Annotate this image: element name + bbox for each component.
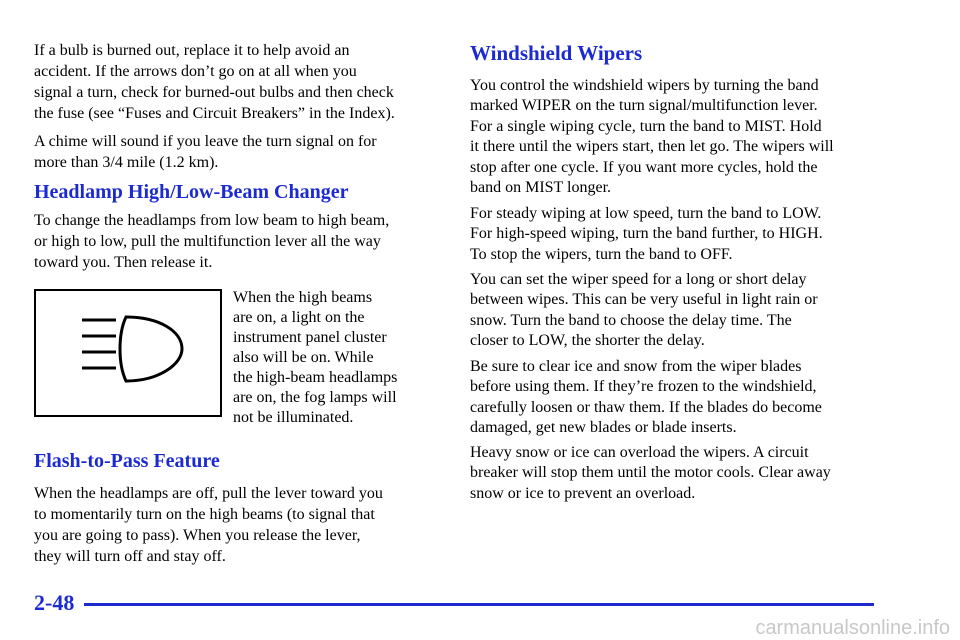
heading: Headlamp High/Low-Beam Changer xyxy=(34,181,349,203)
text-line: Be sure to clear ice and snow from the w… xyxy=(470,358,802,375)
paragraph: Heavy snow or ice can overload the wiper… xyxy=(470,443,831,504)
paragraph: If a bulb is burned out, replace it to h… xyxy=(34,40,395,124)
text-line: accident. If the arrows don’t go on at a… xyxy=(34,63,357,80)
text-line: instrument panel cluster xyxy=(233,329,387,346)
text-line: To stop the wipers, turn the band to OFF… xyxy=(470,245,733,263)
text-line: they will turn off and stay off. xyxy=(34,548,226,565)
text-line: carefully loosen or thaw them. If the bl… xyxy=(470,398,822,416)
text-line: toward you. Then release it. xyxy=(34,254,213,271)
text-line: snow. Turn the band to choose the delay … xyxy=(470,311,792,329)
paragraph: When the headlamps are off, pull the lev… xyxy=(34,483,383,567)
text-line: to momentarily turn on the high beams (t… xyxy=(34,506,375,523)
paragraph: Be sure to clear ice and snow from the w… xyxy=(470,357,822,439)
text-line: the fuse (see “Fuses and Circuit Breaker… xyxy=(34,105,395,122)
watermark: carmanualsonline.info xyxy=(755,617,950,639)
text-line: breaker will stop them until the motor c… xyxy=(470,464,831,482)
heading: Flash-to-Pass Feature xyxy=(34,450,220,472)
text-line: more than 3/4 mile (1.2 km). xyxy=(34,154,219,171)
paragraph: To change the headlamps from low beam to… xyxy=(34,210,389,273)
text-line: marked WIPER on the turn signal/multifun… xyxy=(470,97,818,115)
headlamp-icon xyxy=(34,289,222,417)
text-line: Heavy snow or ice can overload the wiper… xyxy=(470,444,809,461)
text-line: signal a turn, check for burned-out bulb… xyxy=(34,84,394,101)
text-line: you are going to pass). When you release… xyxy=(34,527,361,544)
text-line: are on, the fog lamps will xyxy=(233,389,397,406)
text-line: A chime will sound if you leave the turn… xyxy=(34,133,377,150)
text-line: When the high beams xyxy=(233,289,373,306)
text-line: If a bulb is burned out, replace it to h… xyxy=(34,42,350,59)
paragraph: A chime will sound if you leave the turn… xyxy=(34,131,377,173)
text-line: or high to low, pull the multifunction l… xyxy=(34,233,381,250)
text-line: before using them. If they’re frozen to … xyxy=(470,378,817,396)
text-line: damaged, get new blades or blade inserts… xyxy=(470,419,737,437)
text-line: For steady wiping at low speed, turn the… xyxy=(470,205,822,222)
text-line: To change the headlamps from low beam to… xyxy=(34,212,390,229)
text-line: You control the windshield wipers by tur… xyxy=(470,77,819,94)
text-line: snow or ice to prevent an overload. xyxy=(470,484,696,502)
text-line: also will be on. While xyxy=(233,349,374,366)
paragraph: For steady wiping at low speed, turn the… xyxy=(470,204,823,265)
footer-rule xyxy=(84,603,874,606)
text-line: closer to LOW, the shorter the delay. xyxy=(470,332,705,350)
text-line: stop after one cycle. If you want more c… xyxy=(470,158,818,176)
page-number: 2-48 xyxy=(34,590,75,615)
caption: When the high beams are on, a light on th… xyxy=(233,288,397,428)
text-line: it there until the wipers start, then le… xyxy=(470,138,834,156)
text-line: the high-beam headlamps xyxy=(233,369,398,386)
text-line: For a single wiping cycle, turn the band… xyxy=(470,117,822,135)
text-line: are on, a light on the xyxy=(233,309,365,326)
text-line: not be illuminated. xyxy=(233,409,354,426)
text-line: When the headlamps are off, pull the lev… xyxy=(34,485,383,502)
text-line: band on MIST longer. xyxy=(470,179,612,197)
paragraph: You control the windshield wipers by tur… xyxy=(470,76,834,198)
text-line: between wipes. This can be very useful i… xyxy=(470,291,818,309)
text-line: You can set the wiper speed for a long o… xyxy=(470,271,807,288)
text-line: For high-speed wiping, turn the band fur… xyxy=(470,225,823,243)
paragraph: You can set the wiper speed for a long o… xyxy=(470,270,818,352)
heading: Windshield Wipers xyxy=(470,41,643,65)
